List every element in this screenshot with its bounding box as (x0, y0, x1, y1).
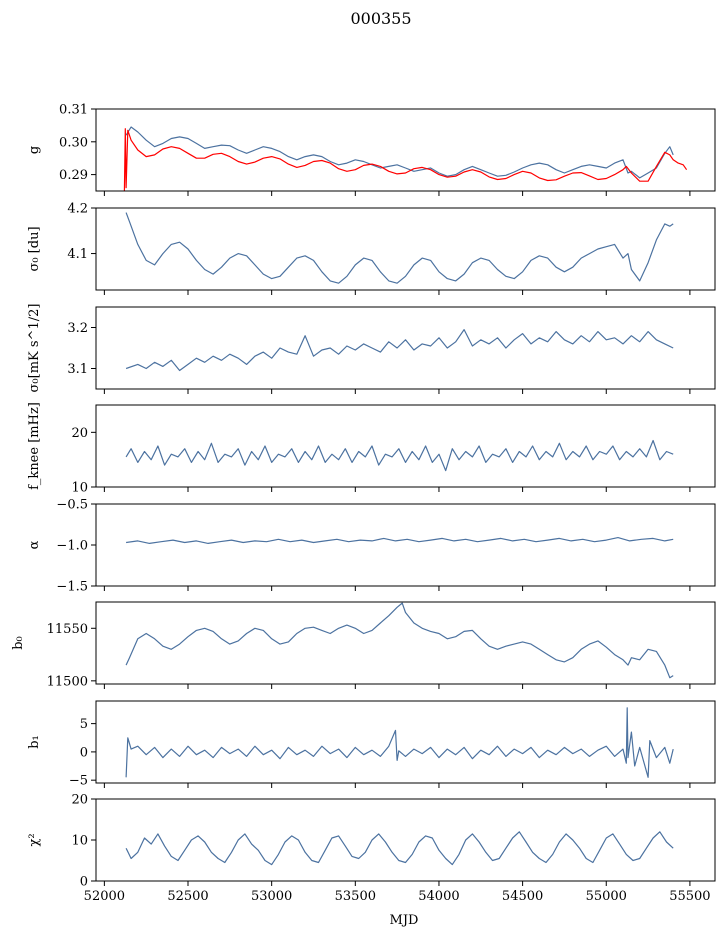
y-axis-label: α (27, 540, 42, 549)
y-tick-label: 0 (80, 745, 88, 760)
y-tick-label: 11500 (47, 674, 88, 689)
figure-title: 000355 (350, 9, 411, 28)
series-line-b1-0 (125, 707, 674, 778)
axes-frame (95, 404, 716, 488)
y-tick-label: 4.1 (67, 247, 88, 262)
y-tick-label: 0 (80, 875, 88, 890)
y-tick-label: −5 (69, 774, 88, 789)
panel-b1: −5 0 5 b₁ (27, 700, 716, 789)
y-axis-label: b₁ (27, 735, 42, 749)
series-line-chi2-0 (125, 831, 674, 866)
x-tick-label: 52500 (167, 889, 208, 904)
axes-frame (95, 798, 716, 882)
panel-g: 0.29 0.30 0.31 g (27, 103, 716, 196)
x-axis-label: MJD (390, 913, 419, 928)
x-tick-label: 53000 (251, 889, 292, 904)
series-group (125, 602, 674, 679)
axes-frame (95, 700, 716, 784)
axes-frame (95, 108, 716, 192)
series-group (125, 212, 674, 284)
x-tick-label: 53500 (335, 889, 376, 904)
axes-frame (95, 207, 716, 291)
panel-fknee: 10 20 f_knee [mHz] (27, 402, 716, 496)
panel-chi2: 52000 52500 53000 53500 54000 54500 55000 55500… (27, 793, 716, 904)
series-line-sigma0_mK-0 (125, 329, 674, 372)
y-tick-label: 3.1 (67, 362, 88, 377)
x-tick-label: 52000 (84, 889, 125, 904)
series-group (125, 707, 674, 778)
chart-panels: 0.29 0.30 0.31 g 4.1 4.2 σ₀ [du] 3.1 3.2 σ₀[mK s^… (11, 103, 716, 904)
series-group (125, 329, 674, 372)
y-tick-label: 5 (80, 717, 88, 732)
axes-frame (95, 306, 716, 390)
y-axis-label: g (27, 146, 42, 154)
y-tick-label: 20 (71, 793, 88, 808)
y-tick-label: 0.30 (59, 135, 88, 150)
y-tick-label: 10 (71, 481, 88, 496)
series-group (125, 831, 674, 866)
x-tick-label: 55000 (586, 889, 627, 904)
series-line-g-0 (125, 126, 674, 179)
series-line-b0-0 (125, 602, 674, 679)
y-tick-label: 3.2 (67, 321, 88, 336)
y-tick-label: 0.29 (59, 168, 88, 183)
y-axis-label: χ² (27, 833, 42, 846)
series-group (125, 439, 674, 472)
series-line-fknee-0 (125, 439, 674, 472)
panel-sigma0_du: 4.1 4.2 σ₀ [du] (27, 202, 716, 295)
series-line-sigma0_du-0 (125, 212, 674, 284)
series-line-alpha-0 (126, 536, 674, 545)
y-tick-label: −1.5 (56, 580, 88, 595)
x-tick-label: 54500 (502, 889, 543, 904)
y-tick-label: 20 (71, 426, 88, 441)
y-axis-label: σ₀ [du] (27, 226, 42, 271)
y-tick-label: 0.31 (59, 103, 88, 118)
y-tick-label: −0.5 (56, 498, 88, 513)
x-tick-label: 55500 (669, 889, 710, 904)
panel-b0: 11500 11550 b₀ (11, 601, 716, 689)
axes-frame (95, 601, 716, 685)
panel-alpha: −1.5 −1.0 −0.5 α (27, 498, 716, 595)
y-axis-label: σ₀[mK s^1/2] (27, 304, 42, 393)
y-axis-label: f_knee [mHz] (27, 402, 42, 490)
axes-frame (95, 503, 716, 587)
series-line-g-1 (123, 128, 688, 191)
x-tick-label: 54000 (418, 889, 459, 904)
series-group (123, 126, 688, 191)
y-axis-label: b₀ (11, 636, 26, 650)
y-tick-label: 10 (71, 834, 88, 849)
panel-sigma0_mK: 3.1 3.2 σ₀[mK s^1/2] (27, 304, 716, 394)
y-tick-label: 4.2 (67, 202, 88, 217)
y-tick-label: −1.0 (56, 539, 88, 554)
series-group (126, 536, 674, 545)
y-tick-label: 11550 (47, 622, 88, 637)
